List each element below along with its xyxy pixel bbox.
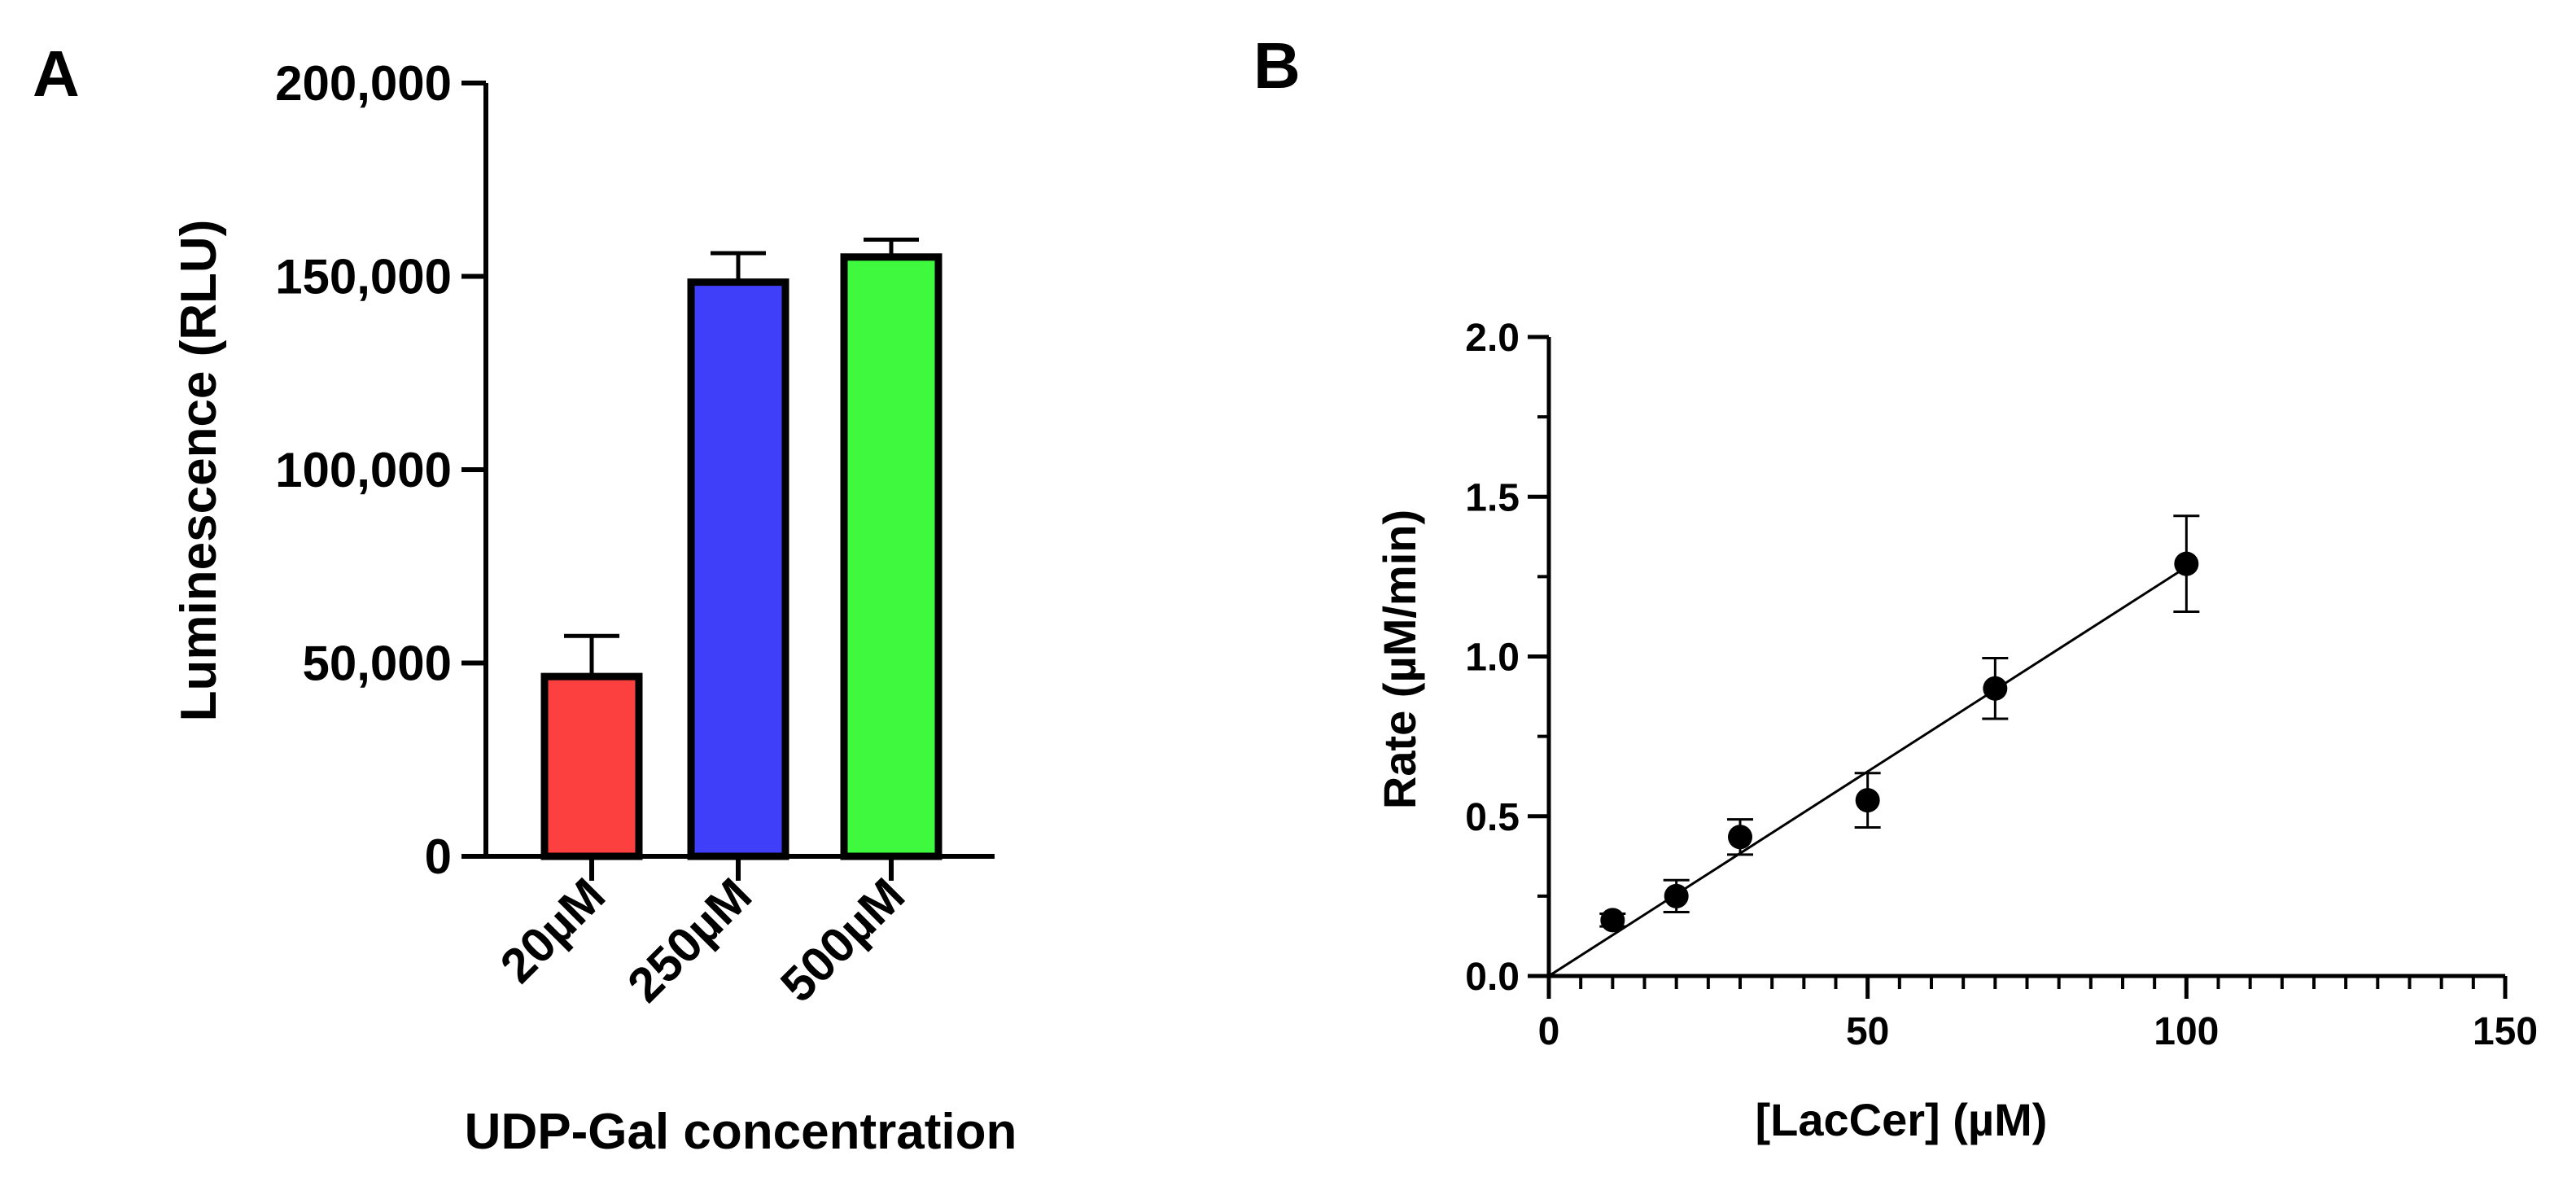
y-tick-label-a: 0 <box>425 829 452 884</box>
y-axis-title-b: Rate (µM/min) <box>1374 510 1425 809</box>
x-tick-label-b: 150 <box>2473 1010 2538 1053</box>
y-tick-label-a: 150,000 <box>275 250 452 304</box>
bar-chart-luminescence: Luminescence (RLU) UDP-Gal concentration… <box>171 56 1017 1160</box>
x-axis-title-a: UDP-Gal concentration <box>465 1104 1017 1160</box>
data-point <box>1728 825 1752 850</box>
y-tick-label-b: 0.0 <box>1465 956 1520 999</box>
x-axis-title-b: [LacCer] (µM) <box>1756 1094 2048 1145</box>
scatter-chart-rate: Rate (µM/min) [LacCer] (µM) 0.0 0.5 1.0 1.5… <box>1374 317 2538 1145</box>
data-point <box>1983 676 2008 701</box>
data-point <box>2174 551 2199 576</box>
x-tick-label-a: 20µM <box>490 868 615 993</box>
data-point <box>1855 788 1880 813</box>
y-tick-label-a: 200,000 <box>275 56 452 111</box>
y-tick-label-a: 100,000 <box>275 443 452 497</box>
x-tick-label-a: 500µM <box>770 868 915 1013</box>
y-tick-label-b: 2.0 <box>1465 317 1520 360</box>
data-point <box>1664 883 1689 908</box>
bar-1 <box>540 672 643 860</box>
panel-label-b: B <box>1253 29 1301 102</box>
y-axis-title-a: Luminescence (RLU) <box>171 220 227 722</box>
x-tick-label-b: 50 <box>1846 1010 1889 1053</box>
panel-label-a: A <box>33 37 80 110</box>
y-tick-label-b: 1.0 <box>1465 637 1520 680</box>
x-tick-label-b: 0 <box>1538 1010 1560 1053</box>
y-tick-label-a: 50,000 <box>302 637 452 691</box>
data-point <box>1600 908 1625 933</box>
x-tick-label-a: 250µM <box>617 868 762 1013</box>
bar-2 <box>687 278 789 860</box>
bar-3 <box>840 253 942 860</box>
y-tick-label-b: 1.5 <box>1465 476 1520 519</box>
x-tick-label-b: 100 <box>2154 1010 2219 1053</box>
y-tick-label-b: 0.5 <box>1465 796 1520 839</box>
fit-line <box>1548 566 2188 978</box>
